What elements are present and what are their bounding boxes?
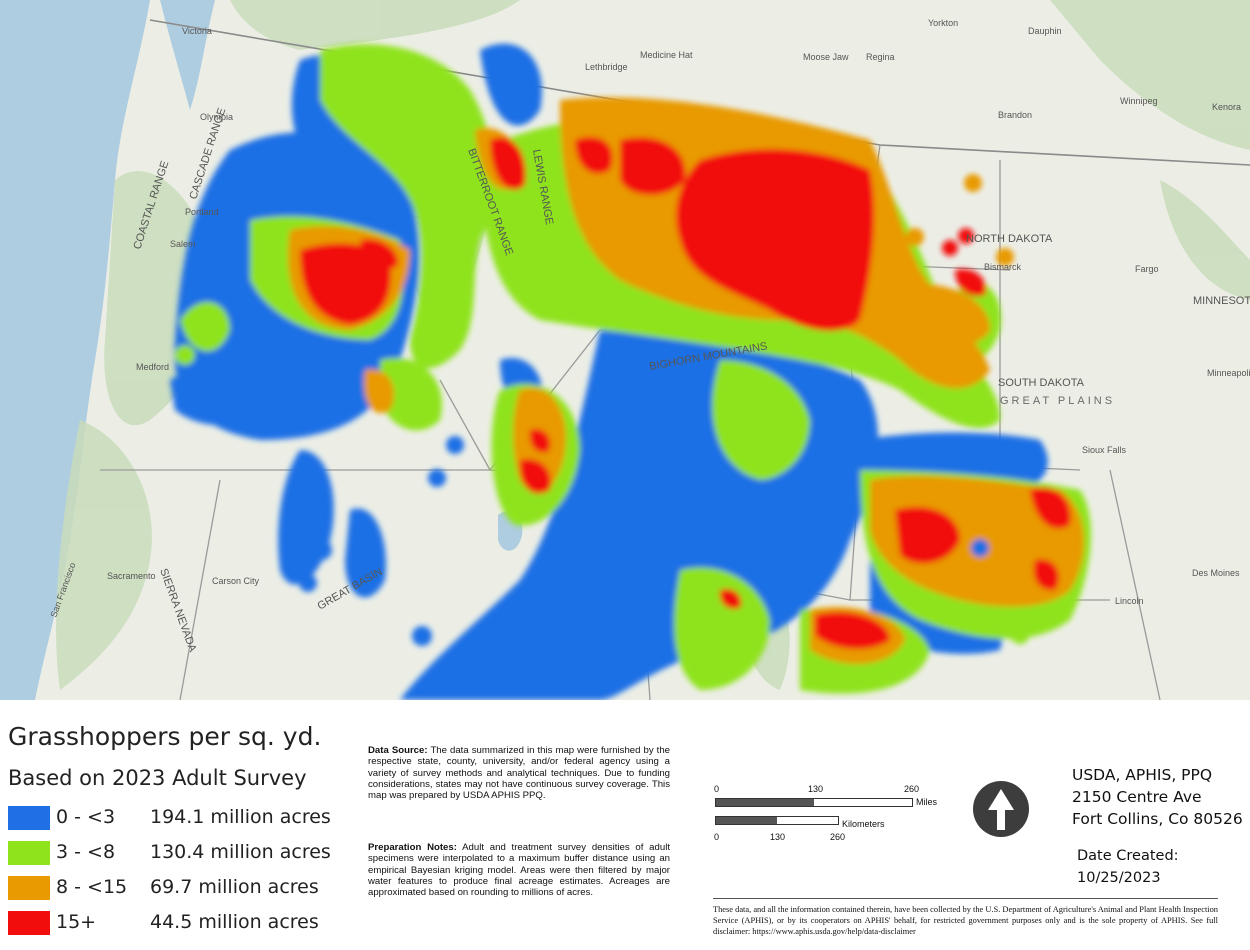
place-label-des-moines: Des Moines bbox=[1192, 568, 1240, 578]
puget-sound bbox=[160, 0, 215, 110]
place-label-minnesota: MINNESOTA bbox=[1193, 295, 1250, 307]
place-label-sacramento: Sacramento bbox=[107, 571, 156, 581]
place-label-yorkton: Yorkton bbox=[928, 18, 958, 28]
place-label-olympia: Olympia bbox=[200, 112, 233, 122]
data-source-text: The data summarized in this map were fur… bbox=[368, 745, 671, 802]
legend-class-1: 3 - <8 130.4 million acres bbox=[8, 839, 348, 865]
disclaimer-text: These data, and all the information cont… bbox=[713, 905, 1218, 937]
disclaimer-divider bbox=[713, 898, 1218, 899]
legend-title: Grasshoppers per sq. yd. bbox=[8, 722, 322, 751]
place-label-fargo: Fargo bbox=[1135, 264, 1159, 274]
legend-range: 0 - <3 bbox=[56, 806, 116, 828]
place-label-bismarck: Bismarck bbox=[984, 262, 1022, 272]
agency-street: 2150 Centre Ave bbox=[1072, 788, 1202, 806]
legend-area: 44.5 million acres bbox=[150, 911, 319, 933]
scale-miles-tick-0: 0 bbox=[714, 784, 720, 794]
legend-swatch bbox=[8, 806, 50, 830]
scale-km-tick-1: 130 bbox=[770, 832, 786, 842]
place-label-kenora: Kenora bbox=[1212, 102, 1241, 112]
place-label-victoria: Victoria bbox=[182, 26, 212, 36]
place-label-great-plains: GREAT PLAINS bbox=[1000, 395, 1115, 407]
legend-swatch bbox=[8, 841, 50, 865]
scale-km-tick-2: 260 bbox=[830, 832, 846, 842]
place-label-winnipeg: Winnipeg bbox=[1120, 96, 1158, 106]
legend-range: 15+ bbox=[56, 911, 97, 933]
scale-km-bar bbox=[715, 816, 839, 825]
legend-area: 194.1 million acres bbox=[150, 806, 331, 828]
scale-km-tick-0: 0 bbox=[714, 832, 720, 842]
place-label-medford: Medford bbox=[136, 362, 169, 372]
place-label-carson-city: Carson City bbox=[212, 576, 260, 586]
legend-class-0: 0 - <3 194.1 million acres bbox=[8, 804, 348, 830]
place-label-north-dakota: NORTH DAKOTA bbox=[966, 233, 1053, 245]
place-label-moose-jaw: Moose Jaw bbox=[803, 52, 849, 62]
place-label-regina: Regina bbox=[866, 52, 895, 62]
agency-name: USDA, APHIS, PPQ bbox=[1072, 766, 1213, 784]
preparation-note: Preparation Notes: Adult and treatment s… bbox=[368, 842, 670, 898]
legend-panel: Grasshoppers per sq. yd. Based on 2023 A… bbox=[0, 700, 1250, 950]
basemap: Victoria Medicine Hat Lethbridge Moose Jaw R… bbox=[0, 0, 1250, 700]
scale-miles-tick-2: 260 bbox=[904, 784, 920, 794]
scale-miles-tick-1: 130 bbox=[808, 784, 824, 794]
place-label-medicine-hat: Medicine Hat bbox=[640, 50, 693, 60]
place-label-south-dakota: SOUTH DAKOTA bbox=[998, 377, 1085, 389]
legend-swatch bbox=[8, 876, 50, 900]
pacific-ocean bbox=[0, 0, 150, 700]
legend-range: 3 - <8 bbox=[56, 841, 116, 863]
date-created-label: Date Created: bbox=[1077, 848, 1179, 864]
place-label-lethbridge: Lethbridge bbox=[585, 62, 628, 72]
place-label-brandon: Brandon bbox=[998, 110, 1032, 120]
preparation-label: Preparation Notes: bbox=[368, 842, 457, 853]
legend-class-2: 8 - <15 69.7 million acres bbox=[8, 874, 348, 900]
scale-bar: 0 130 260 Miles Kilometers 0 130 260 bbox=[712, 782, 942, 852]
place-label-salem: Salem bbox=[170, 239, 196, 249]
north-arrow-icon bbox=[972, 780, 1030, 838]
place-label-minneapolis: Minneapolis bbox=[1207, 368, 1250, 378]
legend-area: 69.7 million acres bbox=[150, 876, 319, 898]
date-created-value: 10/25/2023 bbox=[1077, 870, 1161, 886]
legend-area: 130.4 million acres bbox=[150, 841, 331, 863]
preparation-text: Adult and treatment survey densities of … bbox=[368, 842, 670, 899]
place-label-lincoln: Lincoln bbox=[1115, 596, 1144, 606]
place-label-dauphin: Dauphin bbox=[1028, 26, 1062, 36]
scale-miles-bar bbox=[715, 798, 913, 807]
data-source-note: Data Source: The data summarized in this… bbox=[368, 745, 670, 801]
data-source-label: Data Source: bbox=[368, 745, 428, 756]
legend-swatch bbox=[8, 911, 50, 935]
density-surface bbox=[170, 43, 1091, 700]
agency-city: Fort Collins, Co 80526 bbox=[1072, 810, 1243, 828]
legend-class-3: 15+ 44.5 million acres bbox=[8, 909, 348, 935]
map-canvas: Victoria Medicine Hat Lethbridge Moose Jaw R… bbox=[0, 0, 1250, 700]
legend-range: 8 - <15 bbox=[56, 876, 128, 898]
place-label-sioux-falls: Sioux Falls bbox=[1082, 445, 1127, 455]
legend-subtitle: Based on 2023 Adult Survey bbox=[8, 766, 307, 790]
place-label-sierra-nevada: SIERRA NEVADA bbox=[157, 567, 199, 654]
place-label-portland: Portland bbox=[185, 207, 219, 217]
scale-miles-unit: Miles bbox=[916, 797, 938, 807]
scale-km-unit: Kilometers bbox=[842, 819, 885, 829]
